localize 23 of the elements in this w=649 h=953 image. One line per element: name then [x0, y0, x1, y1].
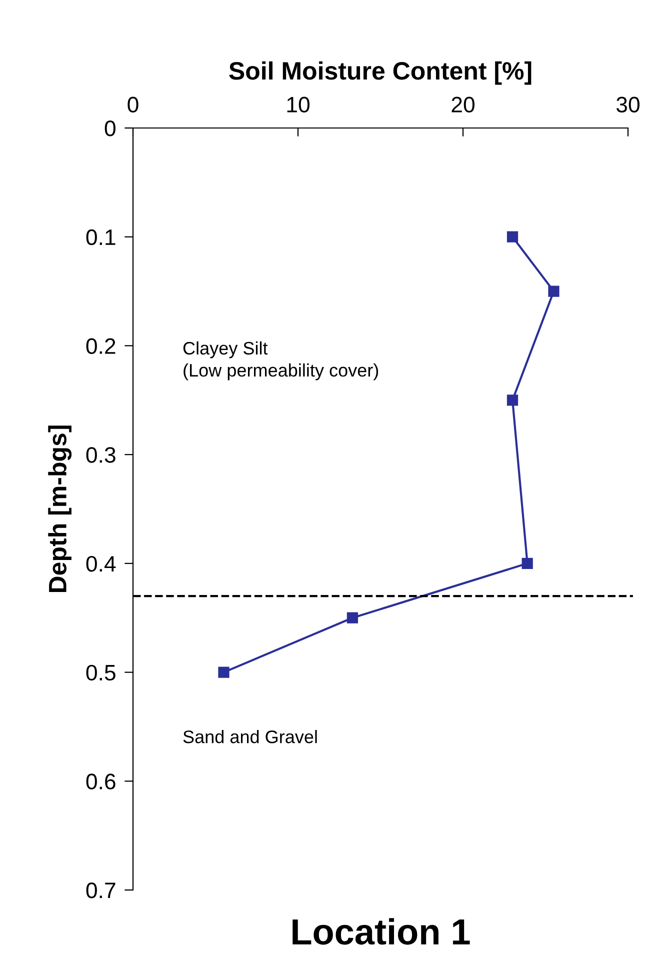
y-tick-label: 0.1	[86, 229, 116, 246]
annotation: Sand and Gravel	[183, 730, 317, 744]
point	[218, 666, 230, 678]
y-tick-label: 0.3	[86, 447, 116, 463]
y-tick-label: 0.4	[86, 556, 116, 572]
y-tick-label: 0.6	[86, 774, 116, 790]
y-axis-title: Depth [m-bgs]	[48, 426, 72, 592]
x-tick-label: 20	[452, 96, 474, 112]
x-tick-label: 30	[616, 96, 640, 112]
x-tick-label: 10	[287, 96, 310, 112]
annotation: Clayey Silt (Low permeability cover)	[183, 341, 378, 380]
x-tick-label: 0	[128, 96, 138, 112]
y-tick-label: 0	[104, 120, 116, 136]
point	[522, 558, 533, 569]
point	[548, 286, 560, 297]
y-tick-label: 0.7	[86, 882, 116, 898]
point	[506, 231, 518, 242]
text: Location 1	[292, 918, 470, 945]
y-tick-label: 0.2	[86, 338, 116, 354]
x-axis-title: Soil Moisture Content [%]	[229, 61, 532, 85]
y-tick-label: 0.5	[86, 664, 116, 681]
point	[346, 612, 358, 624]
point	[506, 394, 518, 406]
